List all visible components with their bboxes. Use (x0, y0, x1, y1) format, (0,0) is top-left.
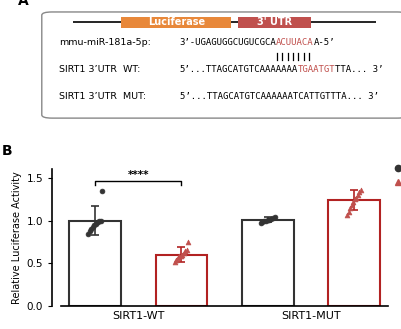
Point (99, 188, 105, 193)
Text: TTA... 3’: TTA... 3’ (335, 65, 383, 74)
Text: ACUUACA: ACUUACA (276, 38, 314, 47)
Point (261, 219, 267, 224)
Bar (156, 255, 207, 306)
Point (179, 252, 185, 257)
Point (354, 192, 361, 198)
Point (176, 254, 182, 259)
Text: 5’...TTAGCATGTCAAAAAAA: 5’...TTAGCATGTCAAAAAAA (180, 65, 298, 74)
Text: 5’...TTAGCATGTCAAAAAATCATTGTTTA... 3’: 5’...TTAGCATGTCAAAAAATCATTGTTTA... 3’ (180, 91, 379, 101)
Point (94, 220, 101, 225)
Point (184, 247, 190, 252)
Text: ****: **** (128, 170, 149, 180)
Bar (242, 220, 294, 306)
Text: Luciferase: Luciferase (148, 17, 205, 28)
Point (351, 197, 358, 202)
Point (97, 218, 104, 223)
Point (269, 215, 276, 221)
Point (344, 212, 350, 217)
Point (264, 217, 271, 222)
Point (347, 205, 353, 211)
Point (96, 219, 102, 224)
Bar (238, 17, 311, 28)
Text: B: B (2, 144, 13, 159)
Bar (121, 17, 231, 28)
Point (263, 218, 269, 223)
Point (257, 220, 264, 226)
Point (174, 256, 181, 261)
Text: A: A (18, 0, 28, 8)
Bar (69, 220, 121, 306)
Text: TGAATGT: TGAATGT (297, 65, 335, 74)
Y-axis label: Relative Luciferase Activity: Relative Luciferase Activity (12, 171, 22, 304)
Text: SIRT1 3’UTR  WT:: SIRT1 3’UTR WT: (59, 65, 140, 74)
Point (350, 199, 356, 204)
Point (91, 222, 98, 227)
Point (358, 187, 364, 192)
Point (259, 220, 266, 225)
FancyBboxPatch shape (42, 12, 401, 118)
Point (90, 224, 96, 229)
Point (266, 217, 273, 222)
Bar (328, 200, 380, 306)
Point (93, 221, 99, 227)
Point (353, 195, 359, 200)
Point (88, 226, 95, 232)
Point (182, 249, 188, 254)
Point (348, 203, 355, 208)
Point (85, 232, 91, 237)
Point (185, 239, 192, 244)
Point (178, 253, 184, 258)
Point (271, 215, 278, 220)
Text: 3’-UGAGUGGCUGUCGCA: 3’-UGAGUGGCUGUCGCA (180, 38, 276, 47)
Text: mmu-miR-181a-5p:: mmu-miR-181a-5p: (59, 38, 151, 47)
Text: 3' UTR: 3' UTR (257, 17, 292, 28)
Point (345, 210, 352, 215)
Point (180, 250, 187, 256)
Point (356, 190, 363, 195)
Point (171, 259, 178, 264)
Text: SIRT1 3’UTR  MUT:: SIRT1 3’UTR MUT: (59, 91, 146, 101)
Point (173, 257, 179, 263)
Point (268, 216, 274, 221)
Point (87, 228, 93, 234)
Text: A-5’: A-5’ (313, 38, 335, 47)
Legend: NC, miR-181a-5p mimics: NC, miR-181a-5p mimics (385, 161, 401, 191)
